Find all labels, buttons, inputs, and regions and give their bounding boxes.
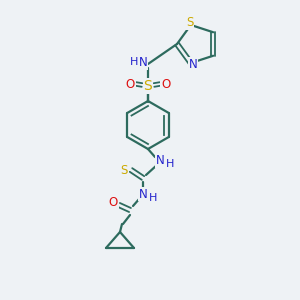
Text: N: N [188, 58, 197, 70]
Text: N: N [156, 154, 164, 167]
Text: O: O [108, 196, 118, 209]
Text: S: S [144, 79, 152, 93]
Text: O: O [125, 77, 135, 91]
Text: S: S [120, 164, 128, 176]
Text: N: N [139, 188, 147, 200]
Text: S: S [186, 16, 194, 29]
Text: N: N [139, 56, 147, 70]
Text: H: H [130, 57, 138, 67]
Text: O: O [161, 77, 171, 91]
Text: H: H [166, 159, 174, 169]
Text: H: H [149, 193, 157, 203]
